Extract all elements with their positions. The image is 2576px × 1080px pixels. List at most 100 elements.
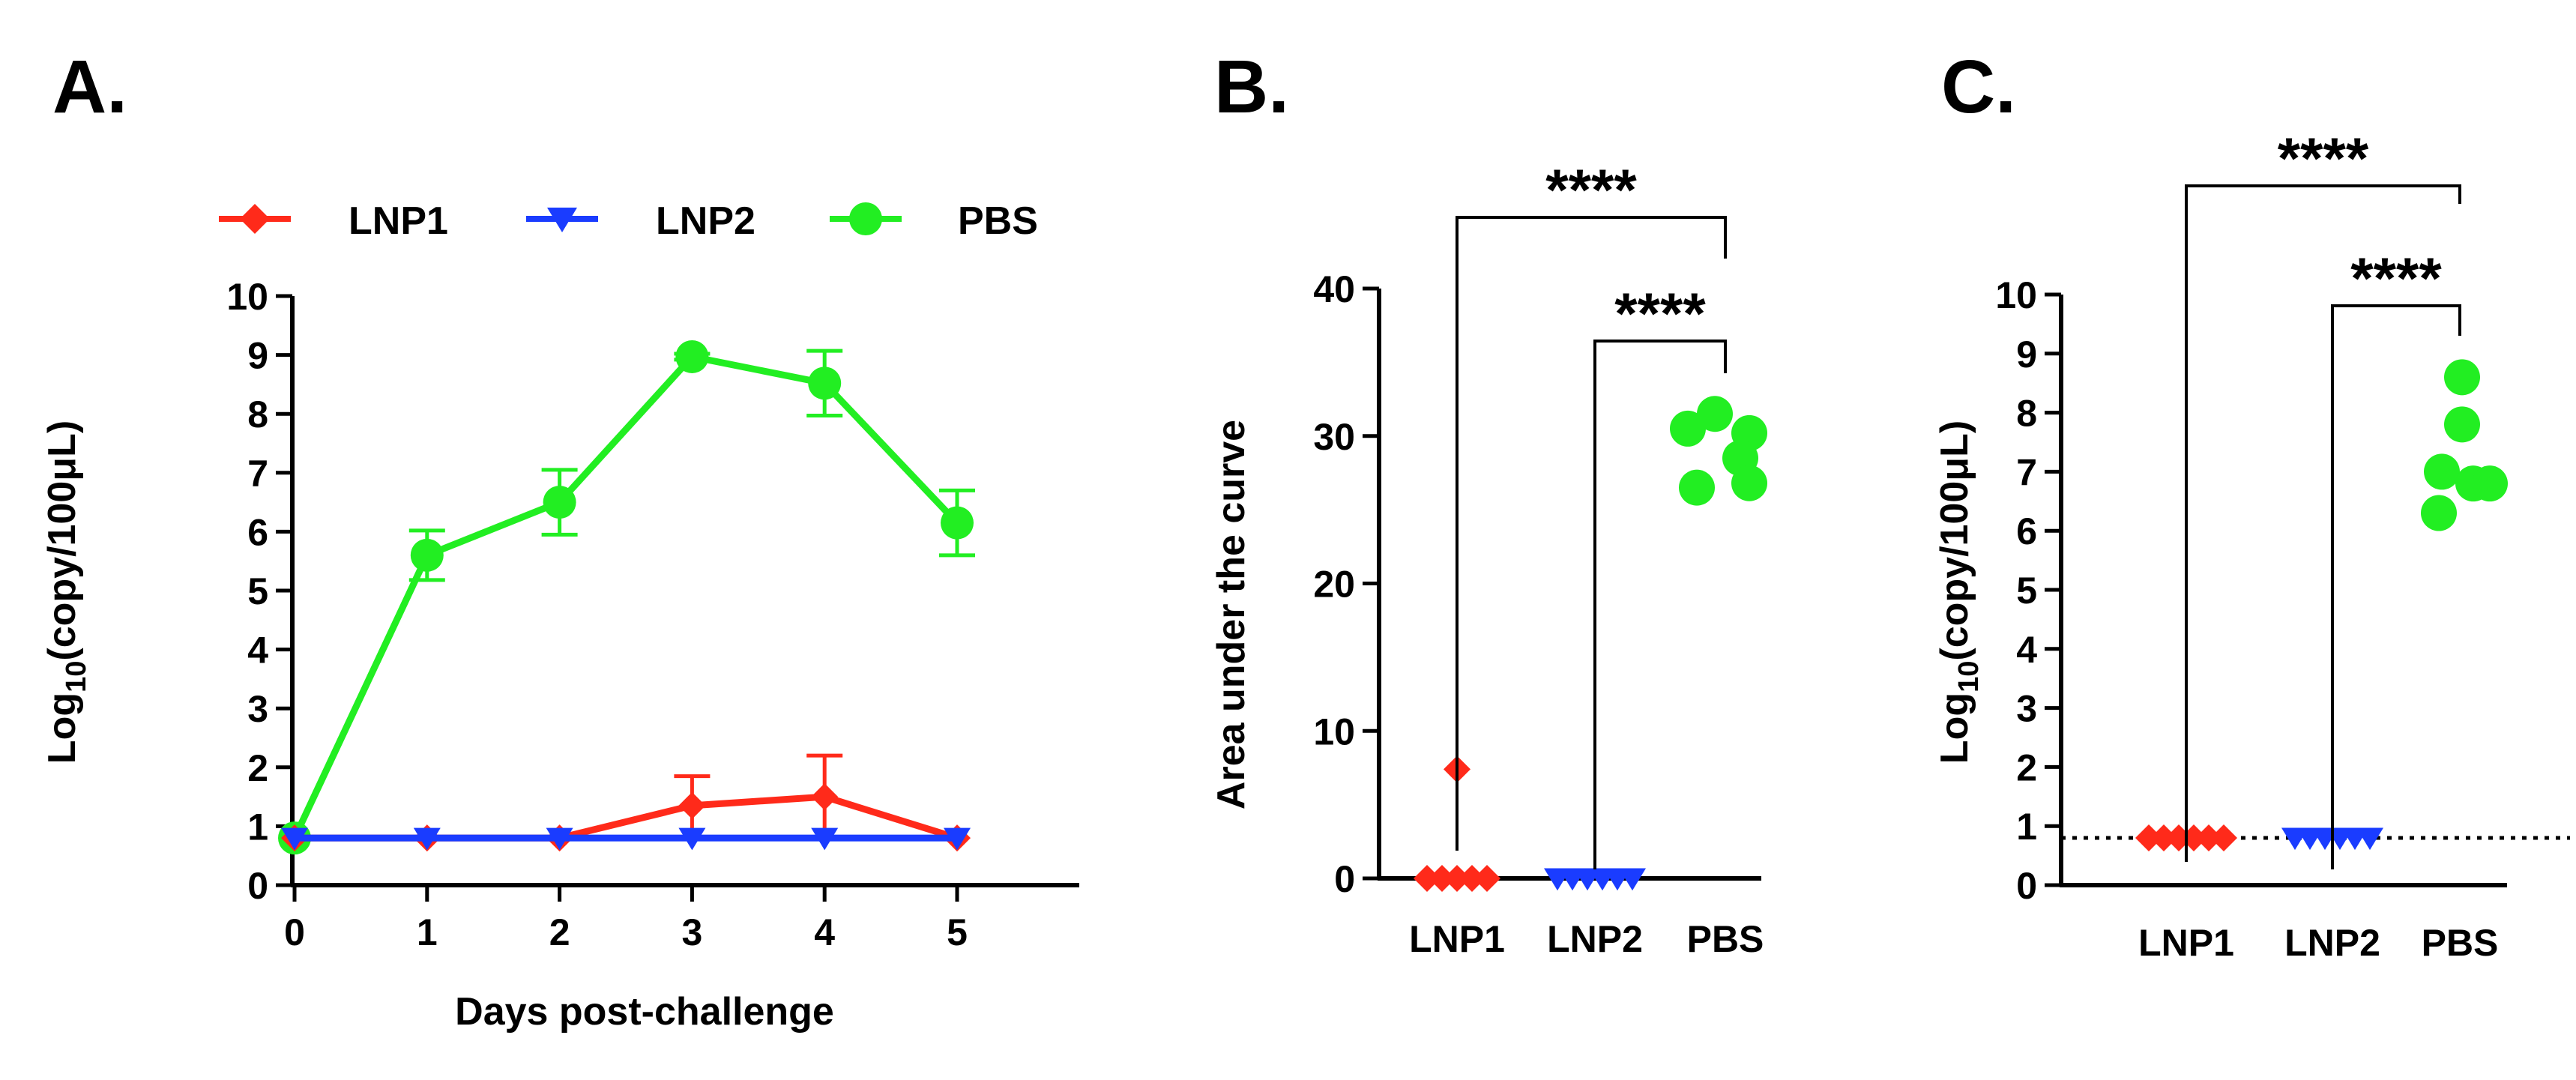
significance-bracket-1 xyxy=(2185,184,2461,862)
y-tick-label: 6 xyxy=(247,511,268,553)
data-point-lnp1 xyxy=(2135,824,2162,851)
x-tick-label: LNP2 xyxy=(2284,922,2380,964)
series-pbs xyxy=(1670,396,1767,506)
x-tick-label: 0 xyxy=(284,911,305,953)
y-tick-label: 4 xyxy=(2016,629,2037,671)
x-tick-label: 1 xyxy=(417,911,438,953)
data-point-lnp1 xyxy=(1414,865,1441,892)
x-tick-label: PBS xyxy=(1687,918,1764,960)
panel-c-scatter-chart: 0 1 2 3 4 5 6 7 8 9 10 LNP1 LNP2 PBS **** **** Log10(c… xyxy=(1933,125,2570,964)
panel-a-letter: A. xyxy=(52,45,127,129)
y-tick-label: 7 xyxy=(2016,451,2037,493)
data-point-pbs xyxy=(1731,465,1767,501)
data-point-pbs xyxy=(2472,465,2508,502)
series-lnp2 xyxy=(2281,827,2383,851)
series-line-pbs xyxy=(291,353,960,840)
legend-entry-lnp2: LNP2 xyxy=(526,199,755,243)
y-tick-label: 3 xyxy=(247,688,268,730)
panel-b-scatter-chart: 0 10 20 30 40 LNP1 LNP2 PBS **** **** Area under… xyxy=(1210,157,1767,960)
legend-marker-lnp2 xyxy=(547,208,577,232)
x-tick-label: LNP1 xyxy=(2138,922,2234,964)
data-point-lnp1 xyxy=(1473,865,1500,892)
data-point-lnp1 xyxy=(2210,824,2237,851)
legend-label-lnp2: LNP2 xyxy=(656,199,755,243)
x-tick-label: 3 xyxy=(681,911,702,953)
data-point-lnp1 xyxy=(1444,865,1471,892)
data-point-lnp2-day-5 xyxy=(944,827,971,851)
y-tick-label: 40 xyxy=(1313,268,1355,310)
legend-swatch-lnp1 xyxy=(219,204,291,234)
x-tick-label: 2 xyxy=(549,911,570,953)
legend-swatch-lnp2 xyxy=(526,208,598,232)
data-point-pbs-day-4 xyxy=(808,366,842,400)
series-lnp2 xyxy=(1544,868,1646,891)
series-line-lnp1 xyxy=(295,793,959,842)
data-point-lnp1-day-4 xyxy=(811,783,839,811)
legend-marker-lnp1 xyxy=(240,204,270,234)
data-point-lnp1 xyxy=(2195,824,2222,851)
panel-a-line-chart: LNP1 LNP2 PBS 0 1 2 3 4 5 6 7 8 9 10 0 1 2 3 4 5 Days po… xyxy=(40,199,1079,1034)
data-point-pbs xyxy=(1670,410,1706,447)
series-pbs xyxy=(278,340,975,855)
y-tick-label: 5 xyxy=(247,570,268,612)
significance-bracket-2 xyxy=(1593,340,1727,869)
y-tick-label: 20 xyxy=(1313,564,1355,606)
y-tick-label: 9 xyxy=(247,335,268,377)
data-point-pbs-day-2 xyxy=(543,486,576,519)
series-lnp1 xyxy=(1414,755,1500,892)
data-point-lnp1 xyxy=(1459,865,1485,892)
y-tick-label: 10 xyxy=(1313,711,1355,752)
significance-label-1: **** xyxy=(2278,125,2369,191)
legend-label-pbs: PBS xyxy=(958,199,1038,243)
significance-label-2: **** xyxy=(2350,245,2442,311)
data-point-lnp2-day-4 xyxy=(811,827,839,851)
series-pbs xyxy=(2421,359,2508,531)
legend-marker-pbs xyxy=(849,202,882,235)
data-point-lnp2-day-0 xyxy=(281,827,308,851)
y-tick-label: 3 xyxy=(2016,688,2037,730)
y-tick-label: 0 xyxy=(247,865,268,907)
y-tick-label: 30 xyxy=(1313,416,1355,458)
data-point-lnp1 xyxy=(2150,824,2177,851)
data-point-lnp2-day-1 xyxy=(413,827,441,851)
y-axis-label: Log10(copy/100μL) xyxy=(1933,420,1985,764)
y-tick-label: 2 xyxy=(2016,746,2037,788)
y-tick-label: 0 xyxy=(2016,865,2037,907)
significance-bracket-1 xyxy=(1456,216,1727,851)
data-point-pbs-day-1 xyxy=(410,538,444,572)
data-point-pbs xyxy=(2424,453,2460,490)
y-tick-label: 0 xyxy=(1334,858,1355,900)
data-point-pbs-day-5 xyxy=(941,506,974,540)
data-point-lnp1-day-3 xyxy=(678,791,706,819)
x-tick-label: PBS xyxy=(2422,922,2499,964)
x-tick-label: LNP2 xyxy=(1547,918,1643,960)
data-point-pbs xyxy=(1697,396,1733,432)
legend-entry-pbs: PBS xyxy=(830,199,1038,243)
y-tick-label: 1 xyxy=(2016,806,2037,848)
data-point-lnp1 xyxy=(1429,865,1456,892)
significance-bracket-2 xyxy=(2331,304,2461,869)
x-tick-label: LNP1 xyxy=(1409,918,1505,960)
y-tick-label: 2 xyxy=(247,747,268,789)
x-axis-label: Days post-challenge xyxy=(455,990,834,1034)
panel-b-letter: B. xyxy=(1214,45,1289,129)
series-lnp2 xyxy=(281,827,971,851)
y-tick-label: 4 xyxy=(247,630,268,672)
data-point-lnp2-day-2 xyxy=(546,827,573,851)
x-tick-label: 5 xyxy=(947,911,968,953)
y-axis-label: Log10(copy/100μL) xyxy=(40,420,92,764)
y-tick-label: 7 xyxy=(247,453,268,495)
data-point-pbs xyxy=(2421,495,2457,531)
legend-label-lnp1: LNP1 xyxy=(349,199,448,243)
legend-swatch-pbs xyxy=(830,202,902,235)
y-axis-label: Area under the curve xyxy=(1210,420,1253,809)
data-point-lnp2 xyxy=(2356,827,2383,851)
y-tick-label: 8 xyxy=(247,393,268,435)
data-point-lnp2 xyxy=(1619,868,1646,891)
y-tick-label: 5 xyxy=(2016,570,2037,612)
y-tick-label: 1 xyxy=(247,806,268,848)
y-tick-label: 10 xyxy=(226,276,268,318)
panel-c-letter: C. xyxy=(1941,45,2016,129)
y-tick-label: 10 xyxy=(1995,274,2037,316)
x-tick-label: 4 xyxy=(814,911,835,953)
